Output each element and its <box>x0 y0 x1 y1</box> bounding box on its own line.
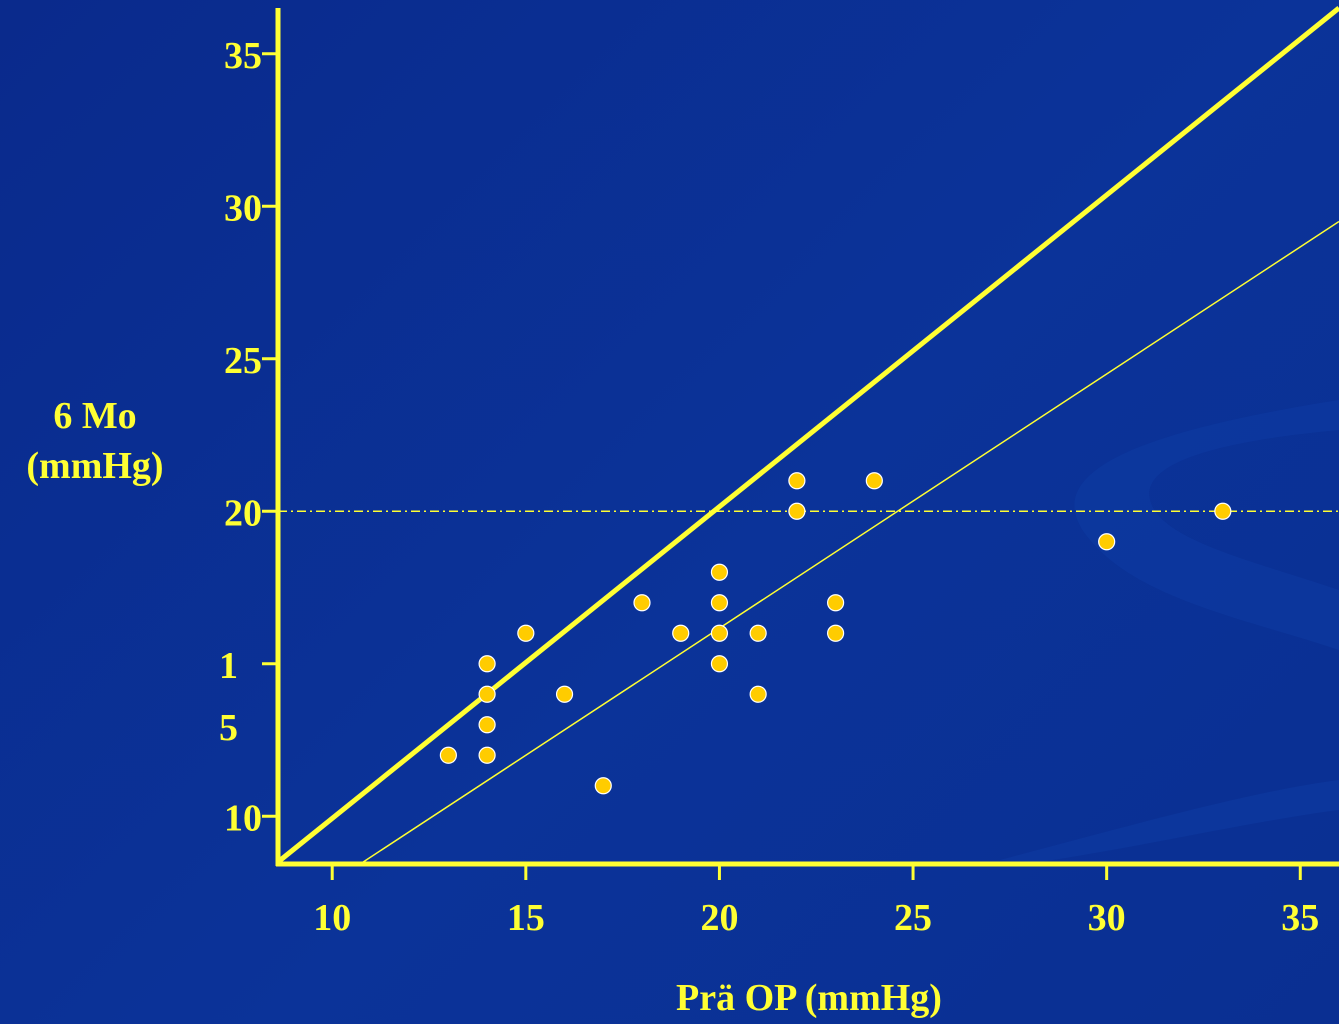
data-point <box>749 624 767 642</box>
x-tick-label: 10 <box>313 897 351 939</box>
data-point <box>633 594 651 612</box>
y-tick-label: 20 <box>224 492 262 534</box>
data-point <box>517 624 535 642</box>
data-point <box>478 685 496 703</box>
x-tick-label: 35 <box>1281 897 1319 939</box>
data-point <box>439 746 457 764</box>
y-tick-label: 5 <box>219 707 238 749</box>
y-tick-label: 30 <box>224 187 262 229</box>
data-point <box>555 685 574 703</box>
y-tick-label: 1 <box>219 645 238 687</box>
data-point <box>478 746 496 764</box>
data-point <box>788 502 806 520</box>
background-swirl-lower <box>1000 780 1339 862</box>
data-point <box>710 655 729 673</box>
data-point <box>710 594 729 612</box>
data-point <box>478 655 496 673</box>
y-tick-label: 35 <box>224 35 262 77</box>
identity-line <box>276 6 1339 864</box>
data-point <box>710 563 729 581</box>
data-point <box>827 594 845 612</box>
data-point <box>827 624 845 642</box>
x-tick-label: 30 <box>1088 897 1126 939</box>
y-axis-label-line2: (mmHg) <box>26 445 163 487</box>
y-tick-label: 10 <box>224 797 262 839</box>
data-point <box>672 624 690 642</box>
x-axis-label: Prä OP (mmHg) <box>676 977 942 1019</box>
x-tick-label: 25 <box>894 897 932 939</box>
x-tick-label: 15 <box>507 897 545 939</box>
data-point <box>865 472 883 490</box>
data-point <box>1214 502 1232 520</box>
plot-area <box>276 6 1339 864</box>
background-swirl <box>1074 400 1339 650</box>
y-tick-label: 25 <box>224 340 262 382</box>
trend-line <box>362 220 1339 863</box>
data-point <box>710 624 729 642</box>
y-axis-label-line1: 6 Mo <box>53 395 136 437</box>
x-tick-label: 20 <box>700 897 738 939</box>
data-point <box>788 472 806 490</box>
data-point <box>749 685 767 703</box>
data-point <box>478 716 496 734</box>
data-point <box>594 777 612 795</box>
data-point <box>1098 533 1116 551</box>
